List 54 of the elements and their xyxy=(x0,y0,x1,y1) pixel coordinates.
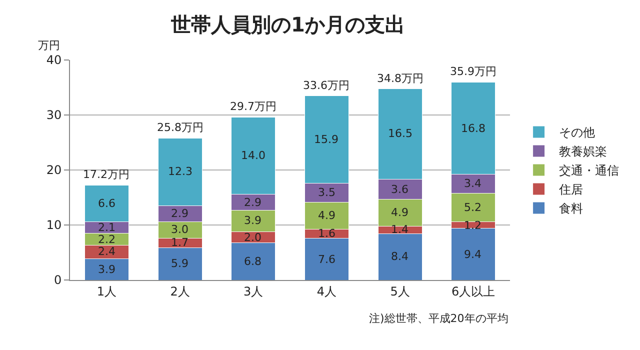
data-label: 1.7 xyxy=(171,236,188,249)
data-label: 2.9 xyxy=(244,196,262,209)
data-label: 16.5 xyxy=(388,127,412,140)
data-label: 5.9 xyxy=(171,257,188,270)
y-tick-label: 30 xyxy=(46,108,62,122)
chart-title: 世帯人員別の1か月の支出 xyxy=(170,12,405,36)
data-label: 5.2 xyxy=(464,201,482,214)
data-label: 4.9 xyxy=(318,209,336,222)
total-label: 35.9万円 xyxy=(450,65,496,78)
data-label: 3.4 xyxy=(464,177,482,190)
x-tick-label: 4人 xyxy=(316,284,336,298)
data-label: 8.4 xyxy=(391,250,408,263)
data-label: 7.6 xyxy=(318,253,336,266)
y-tick-label: 20 xyxy=(46,163,62,178)
data-label: 9.4 xyxy=(464,248,482,261)
legend-label: 食料 xyxy=(558,202,583,216)
data-label: 15.9 xyxy=(314,133,338,146)
x-tick-label: 6人以上 xyxy=(452,284,496,298)
total-label: 34.8万円 xyxy=(377,72,424,85)
data-label: 14.0 xyxy=(241,149,266,162)
data-label: 3.5 xyxy=(318,186,336,199)
x-tick-label: 2人 xyxy=(170,284,190,298)
x-tick-label: 5人 xyxy=(390,284,410,298)
legend-label: その他 xyxy=(558,126,595,140)
y-axis-title: 万円 xyxy=(38,39,60,52)
data-label: 3.0 xyxy=(171,223,188,236)
data-label: 3.6 xyxy=(391,183,408,196)
data-label: 2.1 xyxy=(98,221,116,234)
total-label: 17.2万円 xyxy=(83,168,130,181)
x-tick-label: 1人 xyxy=(96,284,116,298)
legend-label: 住居 xyxy=(558,182,583,197)
data-label: 6.8 xyxy=(244,255,262,268)
data-label: 2.9 xyxy=(171,207,188,220)
data-label: 3.9 xyxy=(244,214,262,227)
data-label: 3.9 xyxy=(98,263,116,276)
y-tick-label: 40 xyxy=(46,53,62,68)
data-label: 1.4 xyxy=(391,223,408,236)
data-label: 2.2 xyxy=(98,233,116,246)
y-tick-label: 0 xyxy=(54,273,62,288)
y-tick-label: 10 xyxy=(46,218,62,232)
legend-label: 交通・通信 xyxy=(558,164,619,178)
x-tick-label: 3人 xyxy=(244,284,264,298)
total-label: 33.6万円 xyxy=(303,79,350,92)
data-label: 6.6 xyxy=(98,197,116,210)
total-label: 25.8万円 xyxy=(157,121,204,134)
total-label: 29.7万円 xyxy=(230,100,276,113)
data-label: 2.0 xyxy=(244,231,262,244)
data-label: 1.6 xyxy=(318,227,336,240)
data-label: 2.4 xyxy=(98,245,116,258)
text: 注)総世帯、平成20年の平均 xyxy=(369,312,508,325)
data-label: 4.9 xyxy=(391,206,408,219)
legend-label: 教養娯楽 xyxy=(558,144,607,159)
data-label: 12.3 xyxy=(168,165,192,178)
data-label: 16.8 xyxy=(461,122,486,135)
